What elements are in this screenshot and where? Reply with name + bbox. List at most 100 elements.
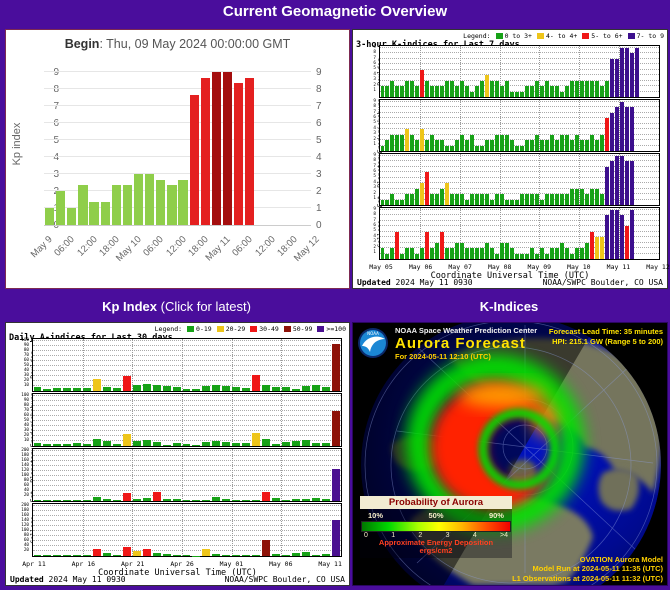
k-bar xyxy=(569,253,574,259)
k-bar xyxy=(599,134,604,151)
grid-line xyxy=(33,355,341,356)
grid-line xyxy=(33,360,341,361)
a-bar xyxy=(122,375,131,391)
a-bar xyxy=(132,441,141,446)
a-bar xyxy=(271,386,280,391)
day-grid-line xyxy=(419,154,421,205)
grid-line xyxy=(33,370,341,371)
k-bar xyxy=(629,210,634,259)
k-bar xyxy=(425,231,430,259)
k-bar xyxy=(569,80,574,97)
x-tick-label: May 10 xyxy=(567,263,591,271)
k-bar xyxy=(405,194,410,205)
k-bar xyxy=(425,80,430,97)
grid-line xyxy=(33,440,341,441)
k-bar xyxy=(564,134,569,151)
k-bar xyxy=(534,80,539,97)
day-grid-line xyxy=(499,100,501,151)
aurora-forecast-panel[interactable]: NOAA NOAA Space Weather Prediction Cente… xyxy=(352,322,668,586)
k-bar xyxy=(574,134,579,151)
legend-swatch xyxy=(582,33,590,39)
grid-line xyxy=(380,63,659,65)
legend-swatch xyxy=(250,326,258,332)
k-bar xyxy=(584,194,589,205)
a-bar xyxy=(142,384,151,391)
grid-line xyxy=(33,450,341,451)
y-axis-ticks: 10 20 30 40 50 60 70 80 90 100 xyxy=(18,393,30,446)
k-bar xyxy=(604,215,609,259)
a-bar xyxy=(222,441,231,446)
x-tick-label: May 07 xyxy=(448,263,472,271)
y-tick-label: 10 xyxy=(23,437,29,443)
k-bar xyxy=(539,248,544,259)
grid-line xyxy=(33,505,341,506)
a-bar xyxy=(182,499,191,501)
k-bar xyxy=(440,140,445,151)
k-bar xyxy=(410,80,415,97)
y-tick-label: 5 xyxy=(373,174,376,180)
chart-title-begin: Begin xyxy=(64,37,100,51)
model-credits: OVATION Aurora Model Model Run at 2024-0… xyxy=(512,555,663,583)
day-grid-line xyxy=(539,154,541,205)
y-tick-label: 1 xyxy=(316,203,322,214)
station-plot-area xyxy=(32,338,342,392)
x-tick-label: Apr 16 xyxy=(71,560,96,568)
grid-line xyxy=(33,535,341,536)
a-bar xyxy=(93,378,102,391)
a-bar xyxy=(242,555,251,556)
k-bar xyxy=(589,134,594,151)
a-bar xyxy=(252,499,261,501)
grid-line xyxy=(380,133,659,135)
grid-line xyxy=(33,540,341,541)
grid-line xyxy=(380,74,659,76)
a-bar xyxy=(321,443,330,446)
legend-item-label: 0 to 3+ xyxy=(504,32,532,40)
kp-bar xyxy=(122,185,133,225)
grid-line xyxy=(380,144,659,146)
chart-title: Begin: Thu, 09 May 2024 00:00:00 GMT xyxy=(6,37,349,51)
station-chart: Est. Planetary20406080100120140160180200 xyxy=(8,448,347,502)
x-tick-label: May 11 xyxy=(606,263,631,271)
k-bar xyxy=(619,48,624,97)
a-bar xyxy=(112,443,121,446)
a-bar xyxy=(291,388,300,391)
k-bar xyxy=(405,248,410,259)
k-bar xyxy=(629,53,634,97)
k-bar xyxy=(430,194,435,205)
a-bar xyxy=(301,551,310,556)
y-tick-label: 5 xyxy=(373,228,376,234)
a-bar xyxy=(301,440,310,446)
agency-name: NOAA Space Weather Prediction Center xyxy=(395,326,538,335)
a-bar xyxy=(281,442,290,446)
k-bar xyxy=(390,80,395,97)
k-indices-panel[interactable]: Legend: 0 to 3+ 4- to 4+ 5- to 6+ 7- to 9 3-… xyxy=(352,29,670,289)
kp-bar-chart-panel[interactable]: Begin: Thu, 09 May 2024 00:00:00 GMT Kp … xyxy=(5,29,350,289)
a-bar xyxy=(222,499,231,501)
k-bar xyxy=(554,194,559,205)
k-bar xyxy=(500,86,505,97)
grid-line xyxy=(380,225,659,227)
kp-index-link[interactable]: Kp Index (Click for latest) xyxy=(102,299,251,314)
y-tick-label: 160 xyxy=(21,457,29,463)
day-grid-line xyxy=(231,339,233,391)
x-axis-labels: May 05 May 06 May 07 May 08 May 09 May 10 May … xyxy=(355,263,669,271)
a-bar xyxy=(33,443,42,446)
k-bar xyxy=(485,242,490,259)
y-tick-label: 80 xyxy=(23,477,29,483)
k-bar xyxy=(475,86,480,97)
grid-line xyxy=(33,345,341,346)
k-bar xyxy=(520,145,524,151)
k-bar xyxy=(599,194,604,205)
k-bar xyxy=(440,188,445,205)
k-bar xyxy=(515,253,519,259)
y-tick-label: 8 xyxy=(53,84,59,95)
energy-scale-tick: 3 xyxy=(445,531,450,539)
day-grid-line xyxy=(82,339,84,391)
day-grid-line xyxy=(231,449,233,501)
k-bar xyxy=(589,188,594,205)
k-bar xyxy=(490,80,495,97)
a-bar xyxy=(162,445,171,446)
